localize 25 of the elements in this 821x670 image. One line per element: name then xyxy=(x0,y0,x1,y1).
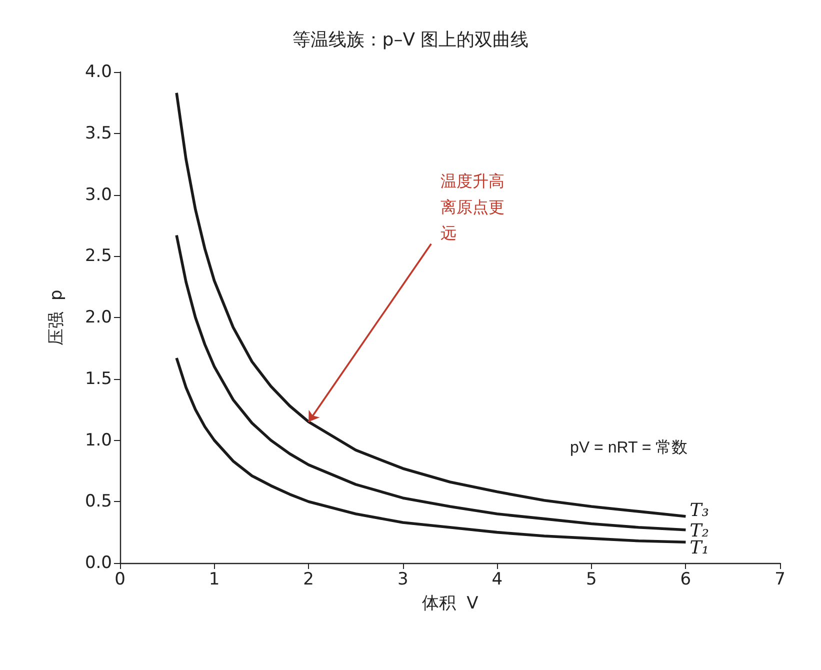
line-series xyxy=(175,356,688,544)
x-tick-label: 2 xyxy=(303,570,314,590)
y-tick-label: 1.0 xyxy=(84,430,112,450)
annotation: 温度升高离原点更远 xyxy=(440,172,505,243)
x-axis-title: 体积 V xyxy=(422,594,479,614)
y-tick-label: 0.5 xyxy=(84,492,112,512)
y-tick-label: 0.0 xyxy=(84,553,112,573)
y-tick-label: 1.5 xyxy=(84,368,112,389)
x-tick-label: 5 xyxy=(586,570,597,590)
y-tick-label: 2.0 xyxy=(84,308,112,328)
y-tick-label: 3.0 xyxy=(84,184,112,205)
x-tick-label: 7 xyxy=(774,570,786,590)
x-tick-label: 3 xyxy=(397,570,408,590)
series-label: T₃ xyxy=(690,500,709,521)
line-series xyxy=(175,91,688,518)
annotation: pV = nRT = 常数 xyxy=(570,438,688,456)
y-axis-title: 压强 p xyxy=(46,290,66,346)
y-tick-label: 4.0 xyxy=(84,62,112,82)
x-tick-label: 0 xyxy=(114,570,126,590)
x-tick-label: 1 xyxy=(208,570,220,590)
x-tick-label: 6 xyxy=(680,570,692,590)
x-tick-label: 4 xyxy=(492,570,503,590)
y-tick-label: 3.5 xyxy=(84,123,112,144)
y-tick-label: 2.5 xyxy=(84,246,112,266)
chart-title: 等温线族：p–V 图上的双曲线 xyxy=(292,30,529,50)
